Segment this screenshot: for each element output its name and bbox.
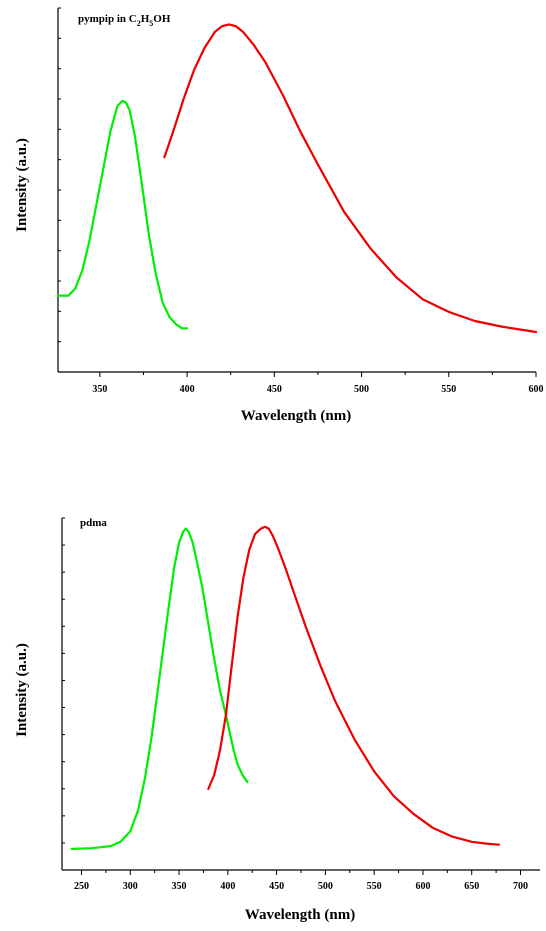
x-tick-label: 550 [441, 384, 456, 395]
x-tick-label: 400 [180, 384, 195, 395]
x-axis-title-top: Wavelength (nm) [241, 408, 351, 424]
panel-title-bottom: pdma [80, 517, 107, 529]
y-axis-title-top: Intensity (a.u.) [14, 138, 30, 232]
title-sub2: 5 [149, 19, 153, 28]
series-line-2 [163, 23, 538, 334]
x-tick-label: 450 [267, 384, 282, 395]
x-tick-label: 600 [529, 384, 544, 395]
y-axis-title-bottom: Intensity (a.u.) [14, 643, 30, 737]
x-tick-label: 350 [92, 384, 107, 395]
x-tick-label: 650 [464, 881, 479, 892]
title-prefix: pympip in C [78, 13, 137, 25]
series-line-1 [70, 527, 249, 851]
title-mid: H [141, 13, 150, 25]
x-axis-title-bottom: Wavelength (nm) [245, 907, 355, 923]
x-tick-label: 300 [123, 881, 138, 892]
series-line-2 [207, 525, 501, 846]
x-tick-label: 700 [513, 881, 528, 892]
x-tick-label: 250 [74, 881, 89, 892]
x-tick-label: 550 [367, 881, 382, 892]
x-tick-label: 500 [318, 881, 333, 892]
x-tick-label: 400 [220, 881, 235, 892]
x-tick-label: 500 [354, 384, 369, 395]
x-tick-label: 350 [172, 881, 187, 892]
series-line-1 [56, 99, 189, 330]
panel-title-top: pympip in C2H5OH [78, 13, 171, 28]
x-tick-label: 450 [269, 881, 284, 892]
title-sub1: 2 [137, 19, 141, 28]
chart-panel-top: pympip in C2H5OH Intensity (a.u.) Wavele… [14, 7, 544, 424]
title-suffix: OH [153, 13, 171, 25]
x-tick-label: 600 [415, 881, 430, 892]
chart-panel-bottom: pdma Intensity (a.u.) Wavelength (nm) 25… [14, 517, 540, 923]
